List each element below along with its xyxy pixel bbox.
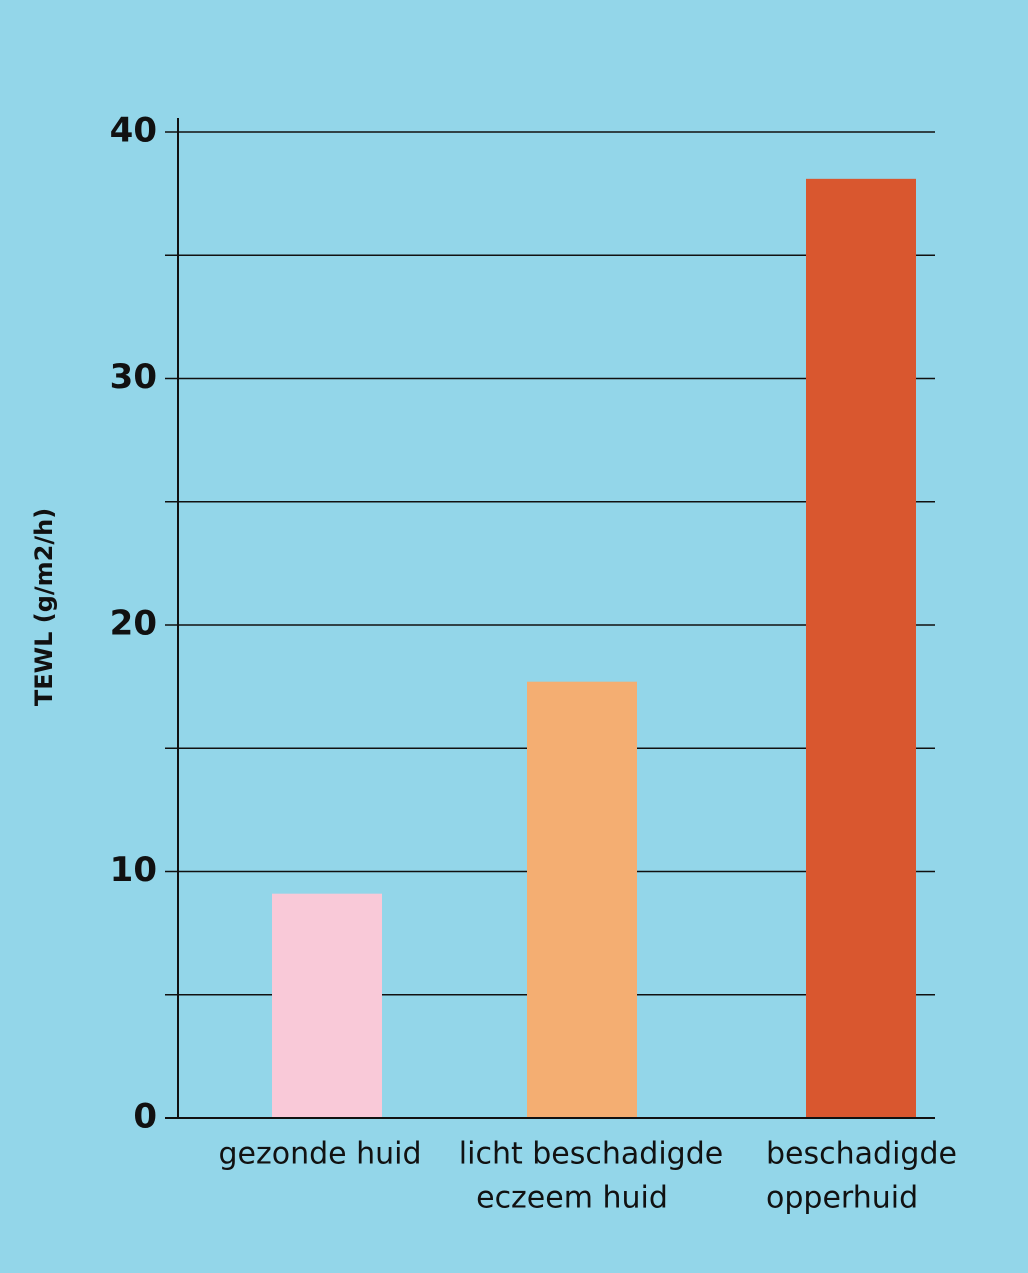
y-tick-label: 20 xyxy=(110,604,157,644)
bar xyxy=(272,893,382,1118)
x-tick-label: beschadigde xyxy=(766,1137,957,1172)
y-tick-label: 10 xyxy=(110,850,157,890)
x-tick-label: gezonde huid xyxy=(218,1137,421,1172)
x-tick-label: opperhuid xyxy=(766,1181,918,1216)
bar xyxy=(806,178,916,1118)
y-axis-label: TEWL (g/m2/h) xyxy=(30,508,58,706)
x-tick-label: eczeem huid xyxy=(476,1181,668,1216)
y-tick-label: 40 xyxy=(110,111,157,151)
x-tick-label: licht beschadigde xyxy=(459,1137,723,1172)
y-tick-label: 0 xyxy=(133,1097,157,1137)
bar xyxy=(527,681,637,1118)
y-tick-label: 30 xyxy=(110,357,157,397)
